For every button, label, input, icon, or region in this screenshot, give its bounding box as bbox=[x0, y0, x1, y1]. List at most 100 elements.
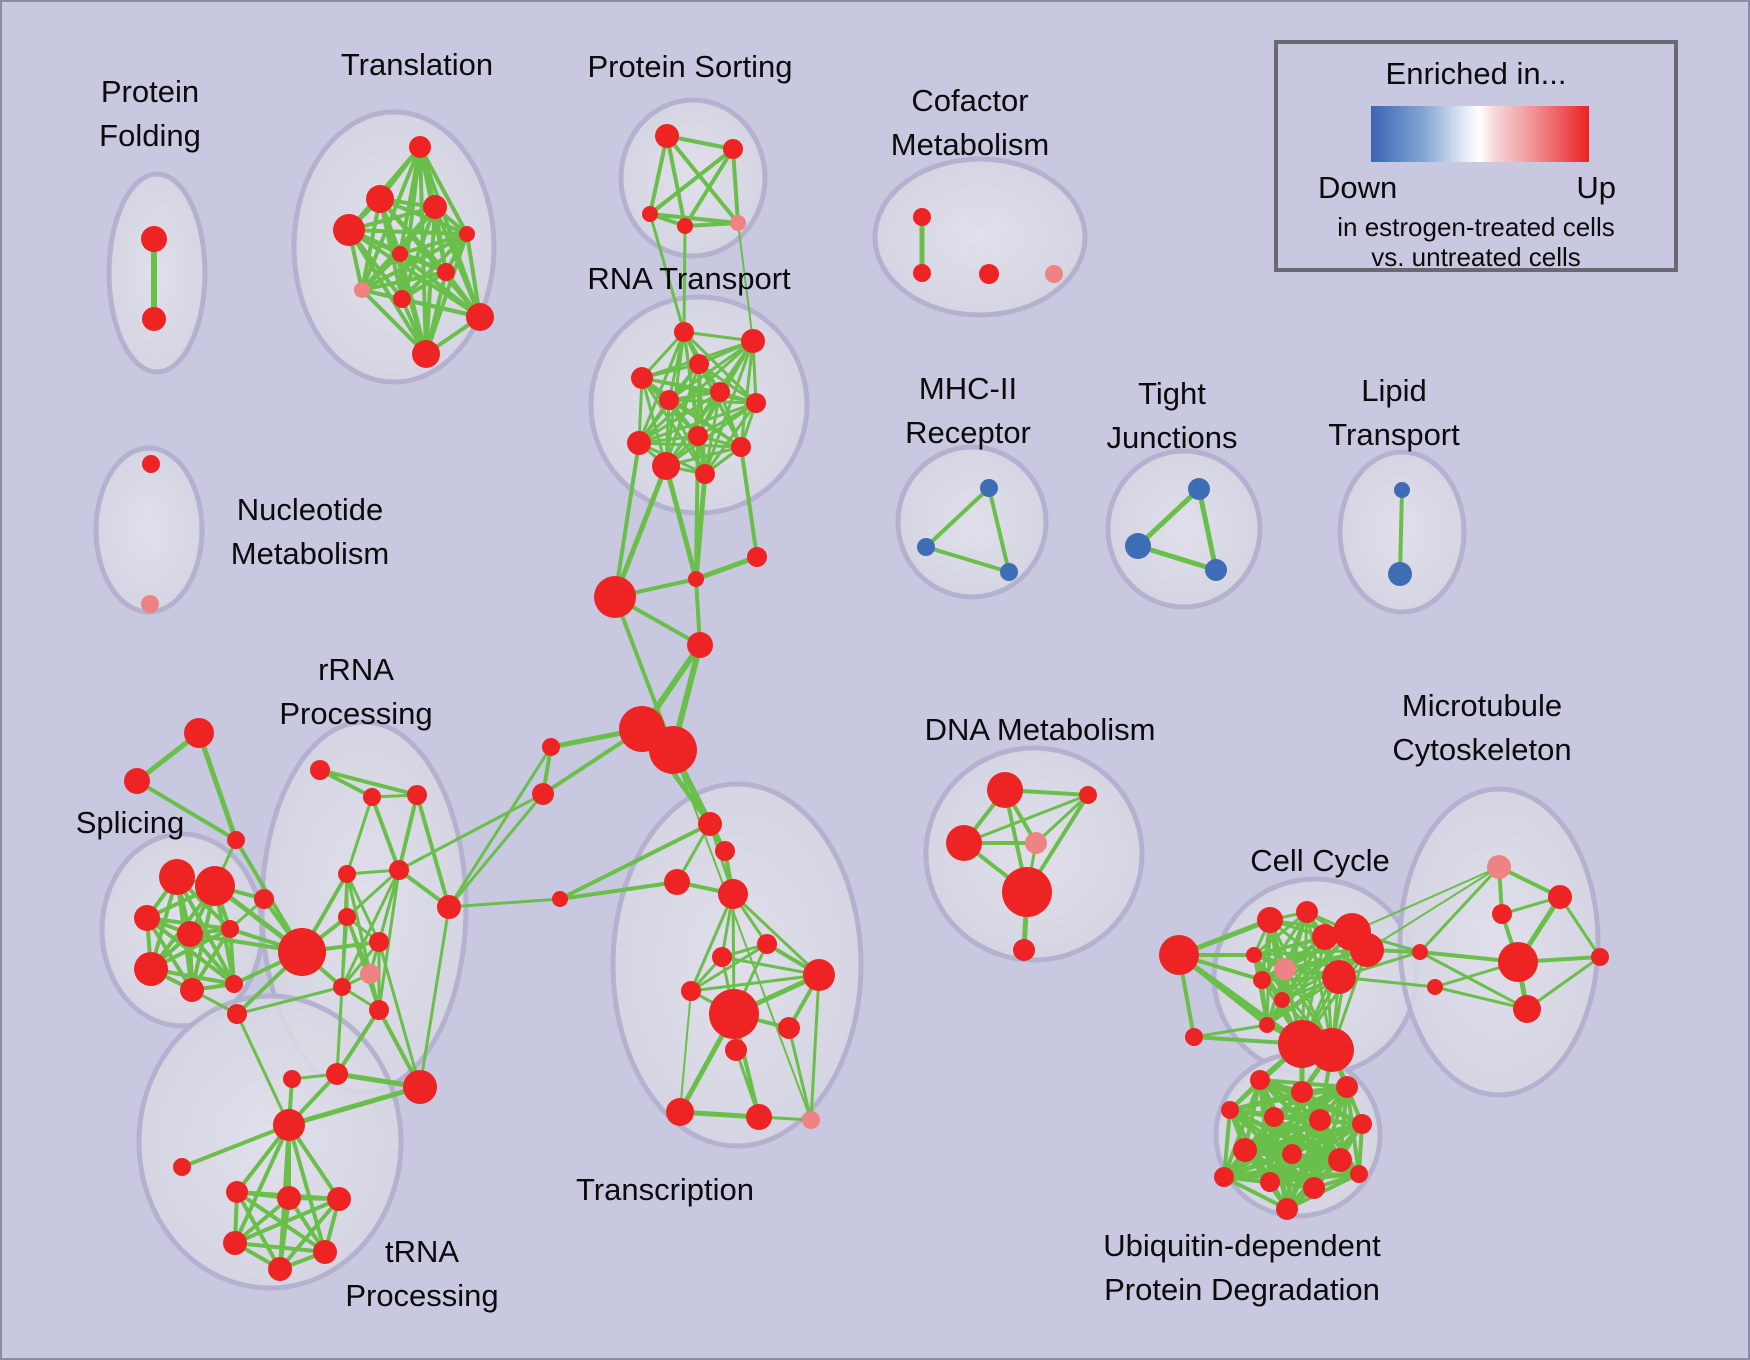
node-SP6 bbox=[134, 952, 168, 986]
cluster-label-tight-junctions: Junctions bbox=[1107, 420, 1238, 455]
node-TX9 bbox=[803, 959, 835, 991]
node-TX11 bbox=[778, 1017, 800, 1039]
edge bbox=[924, 545, 1011, 574]
edge bbox=[360, 232, 469, 292]
node-C2 bbox=[913, 264, 931, 282]
edge bbox=[648, 147, 735, 216]
edge bbox=[418, 905, 451, 1089]
node-T10 bbox=[466, 303, 494, 331]
node-RT8 bbox=[688, 426, 708, 446]
edge bbox=[180, 1123, 291, 1169]
edge bbox=[398, 252, 428, 356]
node-L2 bbox=[1388, 562, 1412, 586]
node-MT5 bbox=[1513, 995, 1541, 1023]
node-RT9 bbox=[627, 431, 651, 455]
edge bbox=[737, 222, 754, 342]
edge bbox=[1272, 1115, 1289, 1211]
node-N1 bbox=[142, 455, 160, 473]
legend-down-label: Down bbox=[1318, 170, 1398, 205]
cluster-label-mhc-ii-receptor: Receptor bbox=[905, 415, 1031, 450]
edge bbox=[1135, 486, 1202, 549]
node-T11 bbox=[412, 340, 440, 368]
node-M3 bbox=[747, 547, 767, 567]
node-T9 bbox=[393, 290, 411, 308]
edge bbox=[689, 973, 821, 993]
edge bbox=[1418, 950, 1529, 1011]
edge bbox=[1222, 1152, 1294, 1179]
node-R14 bbox=[283, 1070, 301, 1088]
cluster-label-translation: Translation bbox=[341, 47, 493, 82]
edge bbox=[196, 730, 239, 843]
edge bbox=[679, 990, 692, 1113]
node-RT3 bbox=[689, 354, 709, 374]
edge bbox=[1351, 866, 1500, 933]
edge bbox=[347, 228, 428, 356]
edge bbox=[235, 985, 344, 1016]
node-TRi bbox=[173, 1158, 191, 1176]
cluster-label-rna-transport: RNA Transport bbox=[587, 261, 791, 296]
node-TX12 bbox=[725, 1039, 747, 1061]
node-T8 bbox=[354, 282, 370, 298]
node-CCr1 bbox=[1412, 944, 1428, 960]
edge bbox=[345, 872, 381, 944]
legend-gradient-bar bbox=[1371, 106, 1589, 162]
node-U10 bbox=[1328, 1148, 1352, 1172]
edge bbox=[703, 401, 758, 476]
edge bbox=[809, 973, 821, 1122]
node-T4 bbox=[333, 214, 365, 246]
edge bbox=[739, 445, 759, 559]
node-T3 bbox=[423, 195, 447, 219]
node-TJ1 bbox=[1188, 478, 1210, 500]
node-RT10 bbox=[731, 437, 751, 457]
node-R12 bbox=[403, 1070, 437, 1104]
node-T1 bbox=[409, 136, 431, 158]
edge bbox=[1243, 1118, 1322, 1152]
node-M8 bbox=[532, 783, 554, 805]
edge bbox=[1272, 1085, 1349, 1119]
node-MT2 bbox=[1548, 885, 1572, 909]
node-TJ2 bbox=[1125, 533, 1151, 559]
cluster-label-trna-processing: tRNA bbox=[385, 1234, 459, 1269]
legend-caption-line1: in estrogen-treated cells bbox=[1337, 212, 1615, 242]
node-U15 bbox=[1276, 1198, 1298, 1220]
edge bbox=[1243, 1122, 1364, 1152]
edge bbox=[318, 768, 419, 797]
edge bbox=[1135, 543, 1219, 573]
edge bbox=[665, 134, 687, 228]
node-CC4 bbox=[1312, 924, 1338, 950]
edge bbox=[335, 1008, 381, 1076]
cluster-label-tight-junctions: Tight bbox=[1138, 376, 1206, 411]
edge bbox=[228, 927, 236, 986]
node-TJ3 bbox=[1205, 559, 1227, 581]
edge bbox=[360, 252, 402, 292]
node-SP2 bbox=[195, 866, 235, 906]
node-D6 bbox=[1013, 939, 1035, 961]
edge bbox=[465, 232, 482, 319]
node-PF1 bbox=[141, 226, 167, 252]
edge bbox=[739, 339, 755, 449]
node-U1 bbox=[1250, 1070, 1270, 1090]
edge bbox=[378, 197, 469, 236]
node-ST1 bbox=[184, 718, 214, 748]
node-R10 bbox=[333, 978, 351, 996]
edge bbox=[648, 212, 686, 334]
edge bbox=[235, 1012, 291, 1127]
node-U5 bbox=[1264, 1107, 1284, 1127]
edge bbox=[689, 942, 769, 993]
edge bbox=[683, 147, 735, 228]
edge bbox=[233, 1123, 291, 1245]
node-RT7 bbox=[746, 393, 766, 413]
edge bbox=[731, 892, 821, 977]
node-TX8 bbox=[681, 981, 701, 1001]
node-R15 bbox=[227, 1004, 247, 1024]
node-CCL bbox=[1159, 935, 1199, 975]
edge bbox=[683, 221, 740, 228]
cluster-label-microtubule-cytoskeleton: Cytoskeleton bbox=[1392, 732, 1571, 767]
node-TX4 bbox=[718, 879, 748, 909]
edge bbox=[637, 441, 743, 449]
node-CC10 bbox=[1274, 992, 1290, 1008]
legend-caption-line2: vs. untreated cells bbox=[1371, 242, 1581, 272]
legend-up-label: Up bbox=[1576, 170, 1616, 205]
legend-box: Enriched in... Down Up in estrogen-treat… bbox=[1274, 40, 1678, 272]
edge bbox=[424, 270, 448, 356]
